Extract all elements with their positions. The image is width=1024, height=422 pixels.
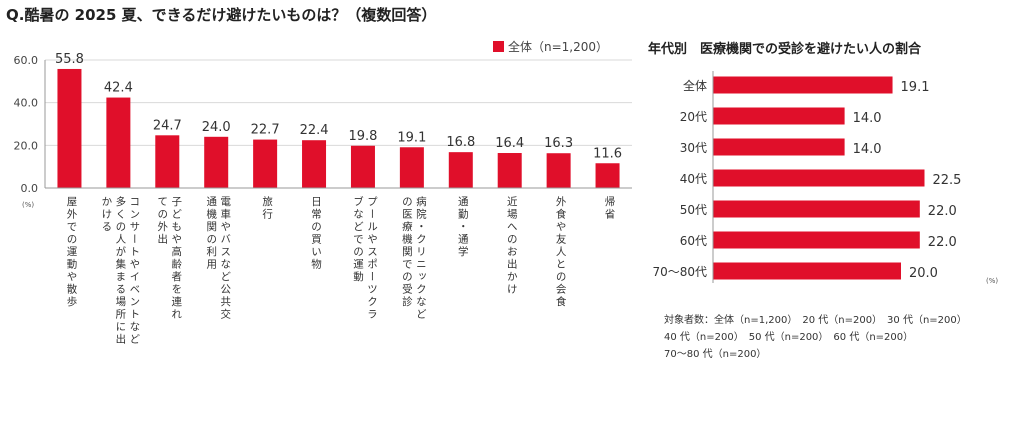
sample-size-note: 対象者数：全体（n=1,200） 20 代（n=200） 30 代（n=200）… — [664, 312, 1022, 363]
legend-swatch — [493, 41, 504, 52]
data-label: 24.7 — [153, 118, 182, 133]
bar — [57, 68, 82, 188]
bar — [497, 153, 522, 188]
y-tick-label: 40.0 — [14, 97, 39, 110]
bar — [253, 139, 278, 188]
age-category-label: 30代 — [680, 141, 707, 155]
data-label: 42.4 — [104, 81, 133, 96]
category-label: プールやスポーツクラ ブなどでの運動 — [351, 196, 378, 321]
legend-label: 全体（n=1,200） — [508, 40, 609, 54]
category-label: 日常の買い物 — [310, 196, 323, 271]
bar — [713, 231, 920, 249]
bar — [713, 76, 893, 94]
y-tick-label: 60.0 — [14, 54, 39, 67]
note-line: 70～80 代（n=200） — [664, 349, 767, 360]
data-label: 19.1 — [901, 80, 930, 95]
main-bar-chart: 0.0 20.0 40.0 60.0 (%) 55.8 42.4 24.7 24.0 22.7 22… — [14, 52, 632, 209]
bar — [713, 138, 845, 156]
bar — [713, 200, 920, 218]
category-label: 子どもや高齢者を連れ ての外出 — [156, 196, 183, 321]
bar — [713, 107, 845, 125]
data-label: 16.3 — [544, 136, 573, 151]
category-label: 外食や友人との会食 — [554, 196, 567, 309]
bar — [350, 145, 375, 188]
bar — [399, 147, 424, 188]
category-label: 帰省 — [603, 196, 616, 221]
data-label: 24.0 — [202, 120, 231, 135]
bar — [106, 97, 131, 188]
y-tick-label: 0.0 — [21, 182, 39, 195]
age-category-label: 全体 — [683, 78, 707, 93]
data-label: 14.0 — [853, 111, 882, 126]
category-label: コンサートやイベントなど 多くの人が集まる場所に出 かける — [100, 196, 141, 346]
bar — [546, 153, 571, 188]
bar — [448, 152, 473, 188]
data-label: 11.6 — [593, 146, 622, 161]
category-label: 旅行 — [261, 196, 274, 221]
right-chart-title: 年代別 医療機関での受診を避けたい人の割合 — [648, 42, 922, 57]
bar — [155, 135, 180, 188]
age-category-label: 50代 — [680, 203, 707, 217]
bar — [713, 169, 925, 187]
note-line: 対象者数：全体（n=1,200） 20 代（n=200） 30 代（n=200） — [664, 315, 967, 326]
data-label: 22.4 — [300, 123, 329, 138]
data-label: 22.0 — [928, 235, 957, 250]
data-label: 22.5 — [933, 173, 962, 188]
data-label: 19.1 — [397, 130, 426, 145]
data-label: 14.0 — [853, 142, 882, 157]
data-label: 16.8 — [446, 135, 475, 150]
note-line: 40 代（n=200） 50 代（n=200） 60 代（n=200） — [664, 332, 914, 343]
data-label: 20.0 — [909, 266, 938, 281]
x-unit-label: (%) — [986, 277, 998, 285]
data-label: 22.7 — [251, 123, 280, 138]
category-label: 通勤・通学 — [456, 196, 469, 259]
y-tick-label: 20.0 — [14, 139, 39, 152]
bar — [713, 262, 901, 280]
y-unit-label: (%) — [22, 201, 34, 209]
category-label: 屋外での運動や散歩 — [65, 196, 78, 309]
bar — [302, 140, 327, 188]
category-label: 電車やバスなど公共交 通機関の利用 — [205, 196, 232, 321]
page-title: Q.酷暑の 2025 夏、できるだけ避けたいものは？（複数回答） — [6, 6, 437, 24]
age-category-label: 20代 — [680, 110, 707, 124]
chart-legend: 全体（n=1,200） — [493, 38, 608, 55]
bar — [204, 136, 229, 188]
bar — [595, 163, 620, 188]
data-label: 16.4 — [495, 136, 524, 151]
age-category-label: 60代 — [680, 234, 707, 248]
age-category-label: 40代 — [680, 172, 707, 186]
data-label: 55.8 — [55, 52, 84, 67]
age-category-label: 70～80代 — [652, 265, 707, 279]
category-label: 近場へのお出かけ — [505, 196, 518, 296]
data-label: 19.8 — [348, 129, 377, 144]
category-label: 病院・クリニックなど の医療機関での受診 — [400, 196, 427, 321]
data-label: 22.0 — [928, 204, 957, 219]
